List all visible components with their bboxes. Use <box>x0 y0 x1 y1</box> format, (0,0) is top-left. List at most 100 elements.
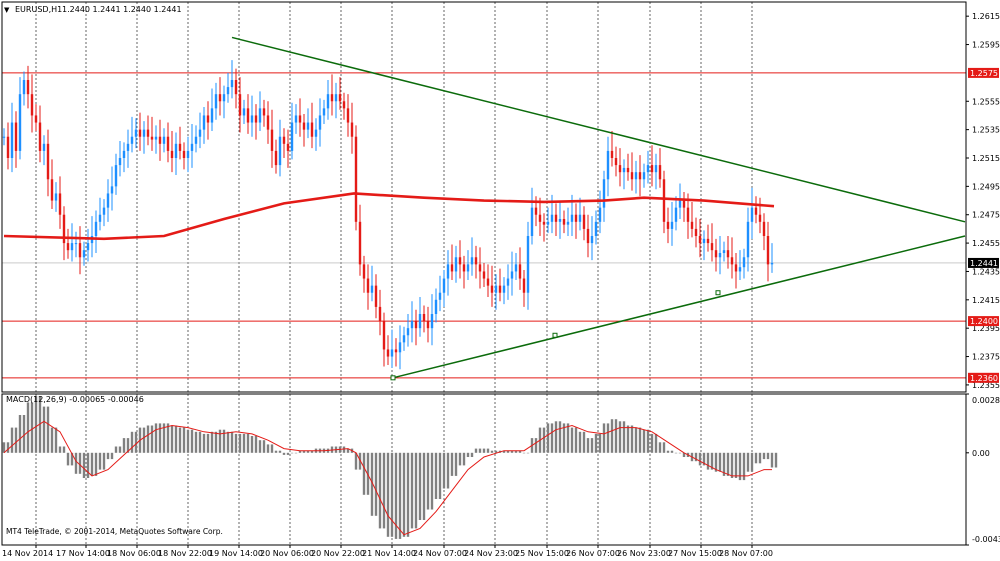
candle-body <box>718 253 722 258</box>
candle-body <box>674 207 678 222</box>
candle-body <box>490 285 494 293</box>
macd-bar <box>702 452 706 466</box>
candle-body <box>506 278 510 286</box>
macd-bar <box>6 442 10 453</box>
macd-bar <box>438 452 442 500</box>
candle-body <box>610 150 614 158</box>
price-label-box <box>968 372 999 383</box>
candle-body <box>578 214 582 222</box>
macd-tick-label: -0.00439 <box>972 535 1000 544</box>
price-tick-label: 1.2495 <box>972 182 1000 191</box>
trendline-lower[interactable] <box>392 235 966 379</box>
candle-body <box>582 214 586 229</box>
macd-bar <box>714 452 718 472</box>
macd-bar <box>302 450 306 453</box>
macd-bar <box>250 436 254 453</box>
macd-bar <box>682 452 686 458</box>
candle-body <box>62 214 66 244</box>
macd-bar <box>774 452 778 468</box>
macd-bar <box>134 431 138 453</box>
candle-body <box>390 349 394 357</box>
macd-bar <box>154 423 158 453</box>
macd-bar <box>298 450 302 453</box>
candle-body <box>770 262 774 265</box>
trendline-anchor-marker[interactable] <box>715 290 721 296</box>
trendline-anchor-marker[interactable] <box>390 375 396 381</box>
macd-bar <box>370 452 374 516</box>
candle-body <box>466 264 470 272</box>
price-tick-label: 1.2375 <box>972 353 1000 362</box>
macd-bar <box>446 452 450 489</box>
macd-frame <box>1 393 967 546</box>
macd-bar <box>218 429 222 453</box>
macd-bar <box>582 431 586 453</box>
ma-line <box>3 192 775 241</box>
macd-bar <box>562 423 566 453</box>
candle-body <box>762 221 766 236</box>
macd-bar <box>426 452 430 510</box>
macd-bar <box>382 452 386 529</box>
macd-bar <box>290 452 294 454</box>
candle-body <box>182 150 186 158</box>
candle-body <box>638 172 642 180</box>
time-tick-label: 27 Nov 15:00 <box>668 549 722 558</box>
candle-body <box>218 94 222 102</box>
candle-body <box>542 221 546 225</box>
candle-body <box>170 150 174 158</box>
macd-bar <box>618 421 622 453</box>
macd-bar <box>514 450 518 453</box>
candle-body <box>238 94 242 116</box>
candle-body <box>314 129 318 137</box>
macd-bar <box>614 419 618 453</box>
candle-body <box>438 292 442 300</box>
candle-body <box>270 129 274 151</box>
macd-bar <box>762 452 766 460</box>
candle-body <box>746 221 750 258</box>
macd-bar <box>466 452 470 458</box>
price-label-text: 1.2441 <box>970 259 998 268</box>
trendline-anchor-marker[interactable] <box>552 332 558 338</box>
candle-body <box>266 115 270 130</box>
candle-body <box>670 221 674 229</box>
candle-body <box>494 285 498 293</box>
trendline-upper[interactable] <box>231 36 966 223</box>
macd-bar <box>694 452 698 462</box>
macd-bar <box>458 452 462 466</box>
candle-body <box>166 136 170 151</box>
triangle-down-icon[interactable]: ▼ <box>4 6 10 14</box>
macd-bar <box>126 438 130 453</box>
candle-body <box>690 221 694 229</box>
candle-body <box>430 314 434 329</box>
macd-bar <box>670 450 674 453</box>
candle-body <box>154 136 158 140</box>
macd-bar <box>398 452 402 539</box>
macd-bar <box>174 425 178 453</box>
candle-body <box>246 108 250 123</box>
trendlines[interactable] <box>231 36 966 381</box>
time-tick-label: 26 Nov 07:00 <box>566 549 620 558</box>
candle-body <box>346 108 350 123</box>
candle-body <box>538 214 542 222</box>
candle-body <box>614 158 618 166</box>
macd-bar <box>234 433 238 453</box>
candle-body <box>598 207 602 222</box>
macd-bar <box>82 452 86 479</box>
time-tick-label: 20 Nov 22:00 <box>311 549 365 558</box>
candle-body <box>622 167 626 173</box>
candle-body <box>190 143 194 151</box>
time-tick-label: 25 Nov 15:00 <box>515 549 569 558</box>
macd-bar <box>442 452 446 489</box>
candle-body <box>318 115 322 130</box>
macd-bar <box>66 452 70 466</box>
macd-bar <box>638 427 642 453</box>
macd-bar <box>666 450 670 453</box>
candle-body <box>66 243 70 251</box>
macd-bar <box>270 444 274 453</box>
macd-bar <box>454 452 458 476</box>
candle-body <box>106 193 110 208</box>
macd-bar <box>646 429 650 453</box>
macd-bar <box>390 452 394 537</box>
candle-body <box>406 328 410 336</box>
